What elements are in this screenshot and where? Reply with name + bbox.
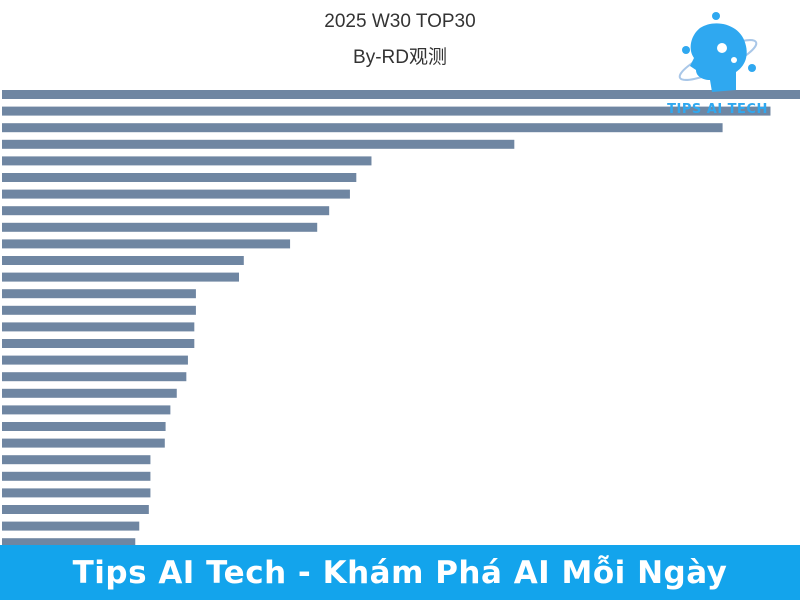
bar-26 xyxy=(2,505,149,514)
bar-21 xyxy=(2,422,166,431)
bar-24 xyxy=(2,471,151,481)
bar-chart xyxy=(2,90,800,545)
bar-18 xyxy=(2,372,187,382)
chart-subtitle: By-RD观测 xyxy=(353,47,447,68)
bar-4 xyxy=(2,139,515,149)
bar-15 xyxy=(2,322,195,332)
chart-title: 2025 W30 TOP30 xyxy=(324,11,476,32)
bar-5 xyxy=(2,156,372,166)
bar-14 xyxy=(2,305,196,315)
bar-11 xyxy=(2,256,244,265)
bar-25 xyxy=(2,488,151,498)
bar-16 xyxy=(2,339,195,348)
bar-17 xyxy=(2,355,188,365)
brand-logo: TIPS AI TECH xyxy=(660,10,780,125)
bar-27 xyxy=(2,521,140,531)
bar-2 xyxy=(2,106,771,116)
bar-7 xyxy=(2,189,350,199)
bar-8 xyxy=(2,206,330,216)
bar-6 xyxy=(2,173,357,182)
bar-13 xyxy=(2,289,196,299)
banner-text: Tips AI Tech - Khám Phá AI Mỗi Ngày xyxy=(72,554,728,591)
bar-9 xyxy=(2,222,318,232)
bar-10 xyxy=(2,239,291,249)
head-silhouette-icon xyxy=(678,12,758,92)
bar-19 xyxy=(2,388,177,398)
bar-20 xyxy=(2,405,171,415)
footer-banner: Tips AI Tech - Khám Phá AI Mỗi Ngày xyxy=(0,545,800,600)
bar-3 xyxy=(2,123,723,133)
logo-text: TIPS AI TECH xyxy=(667,102,768,117)
bar-22 xyxy=(2,438,165,448)
bar-1 xyxy=(2,90,800,99)
bar-28 xyxy=(2,538,136,545)
bar-12 xyxy=(2,272,240,282)
bar-23 xyxy=(2,455,151,465)
